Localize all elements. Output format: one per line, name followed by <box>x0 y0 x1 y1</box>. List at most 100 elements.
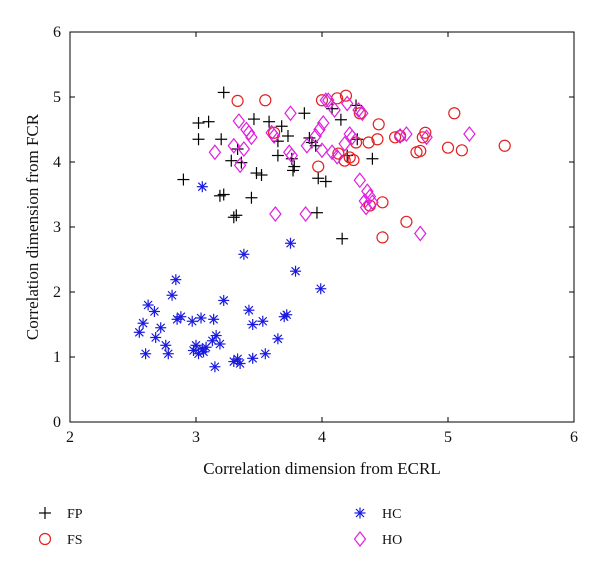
data-point-fp <box>225 154 238 167</box>
x-tick-label: 4 <box>318 429 326 446</box>
data-point-hc <box>285 237 296 249</box>
data-point-hc <box>166 289 178 301</box>
data-point-fs <box>441 141 455 154</box>
data-point-fs <box>339 89 353 102</box>
data-marks <box>133 86 511 373</box>
data-point-ho <box>366 194 379 211</box>
data-point-fp <box>231 143 244 155</box>
data-point-fp <box>312 172 325 185</box>
series-fp <box>177 86 379 245</box>
data-point-hc <box>243 304 255 316</box>
x-tick-label: 5 <box>444 429 452 446</box>
y-tick-label: 3 <box>53 219 61 236</box>
data-point-hc <box>259 348 271 360</box>
data-point-fs <box>312 160 325 173</box>
x-tick-label: 3 <box>192 429 200 446</box>
data-point-ho <box>352 102 365 118</box>
legend-marker-ho <box>353 531 367 547</box>
data-point-fp <box>227 211 240 224</box>
legend-marker-fs <box>38 532 52 546</box>
data-point-hc <box>148 306 160 317</box>
data-point-ho <box>285 147 299 164</box>
data-point-ho <box>463 126 476 143</box>
data-point-fp <box>230 209 243 222</box>
series-hc <box>133 181 327 373</box>
data-point-ho <box>319 92 333 109</box>
data-point-ho <box>300 137 314 154</box>
data-point-fp <box>202 115 215 128</box>
data-point-fp <box>310 206 323 219</box>
data-point-fs <box>376 231 389 244</box>
data-point-fs <box>416 131 429 144</box>
data-point-ho <box>330 148 344 165</box>
y-tick-label: 4 <box>53 154 61 171</box>
data-point-ho <box>315 142 329 159</box>
data-point-fp <box>217 188 230 201</box>
data-point-ho <box>358 193 372 209</box>
data-point-ho <box>322 92 335 109</box>
data-point-hc <box>170 274 182 286</box>
data-point-fp <box>287 164 300 177</box>
data-point-ho <box>232 113 246 130</box>
data-point-ho <box>208 144 222 161</box>
data-point-fp <box>263 115 276 128</box>
legend-label-fp: FP <box>67 507 83 522</box>
data-point-fp <box>271 149 284 162</box>
data-point-fp <box>247 113 260 126</box>
data-point-fp <box>192 133 205 146</box>
y-tick-label: 0 <box>53 414 61 431</box>
data-point-ho <box>237 141 251 157</box>
x-axis-title: Correlation dimension from ECRL <box>203 459 441 478</box>
data-point-ho <box>393 128 407 144</box>
data-point-fs <box>388 131 402 144</box>
x-tick-label: 6 <box>570 429 578 446</box>
legend-item-fs: FS <box>38 532 83 548</box>
y-tick-label: 1 <box>53 349 61 366</box>
data-point-hc <box>281 309 293 321</box>
legend-label-hc: HC <box>382 507 401 522</box>
data-point-fs <box>448 107 461 120</box>
data-point-fp <box>245 191 258 204</box>
plot-area-frame <box>69 31 575 423</box>
data-point-hc <box>218 294 230 306</box>
data-point-fs <box>347 153 360 167</box>
data-point-ho <box>267 128 281 144</box>
legend: FP FS HC HO <box>38 507 402 548</box>
data-point-fs <box>343 151 356 164</box>
data-point-ho <box>353 172 367 189</box>
data-point-ho <box>233 157 247 174</box>
data-point-hc <box>187 345 199 356</box>
data-point-fp <box>326 102 339 115</box>
data-point-hc <box>137 317 149 329</box>
data-point-hc <box>160 339 172 351</box>
data-point-fs <box>372 118 385 131</box>
data-point-fp <box>215 133 228 146</box>
data-point-fp <box>255 169 268 181</box>
data-point-ho <box>227 137 241 154</box>
data-point-ho <box>363 188 377 205</box>
data-point-hc <box>196 181 208 193</box>
data-point-ho <box>299 206 312 222</box>
data-point-ho <box>316 115 330 131</box>
y-tick-label: 6 <box>53 24 61 41</box>
legend-label-ho: HO <box>382 533 402 548</box>
legend-marker-hc <box>354 507 366 519</box>
data-point-fp <box>351 133 364 146</box>
data-point-fs <box>362 136 375 149</box>
data-point-ho <box>269 206 282 222</box>
data-point-hc <box>209 361 221 373</box>
data-point-hc <box>198 346 210 358</box>
data-point-fp <box>319 175 332 188</box>
data-point-ho <box>400 126 413 143</box>
data-point-ho <box>242 124 256 141</box>
data-point-ho <box>414 225 427 242</box>
legend-item-fp: FP <box>39 507 83 522</box>
data-point-fp <box>366 152 379 165</box>
data-point-hc <box>150 332 162 343</box>
data-point-fp <box>192 117 205 129</box>
axis-ticks: 2 3 4 5 6 0 1 2 3 4 5 6 <box>53 24 578 446</box>
data-point-fs <box>353 107 366 120</box>
legend-item-hc: HC <box>354 507 401 522</box>
data-point-hc <box>140 348 152 360</box>
legend-marker-fp <box>39 507 51 519</box>
